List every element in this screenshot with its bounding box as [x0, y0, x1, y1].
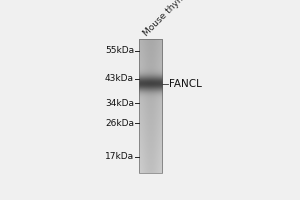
- Text: 17kDa: 17kDa: [105, 152, 134, 161]
- Text: Mouse thymus: Mouse thymus: [142, 0, 195, 38]
- Text: FANCL: FANCL: [169, 79, 202, 89]
- Text: 34kDa: 34kDa: [105, 99, 134, 108]
- Bar: [139, 39, 162, 173]
- Text: 43kDa: 43kDa: [105, 74, 134, 83]
- Text: 55kDa: 55kDa: [105, 46, 134, 55]
- Text: 26kDa: 26kDa: [105, 119, 134, 128]
